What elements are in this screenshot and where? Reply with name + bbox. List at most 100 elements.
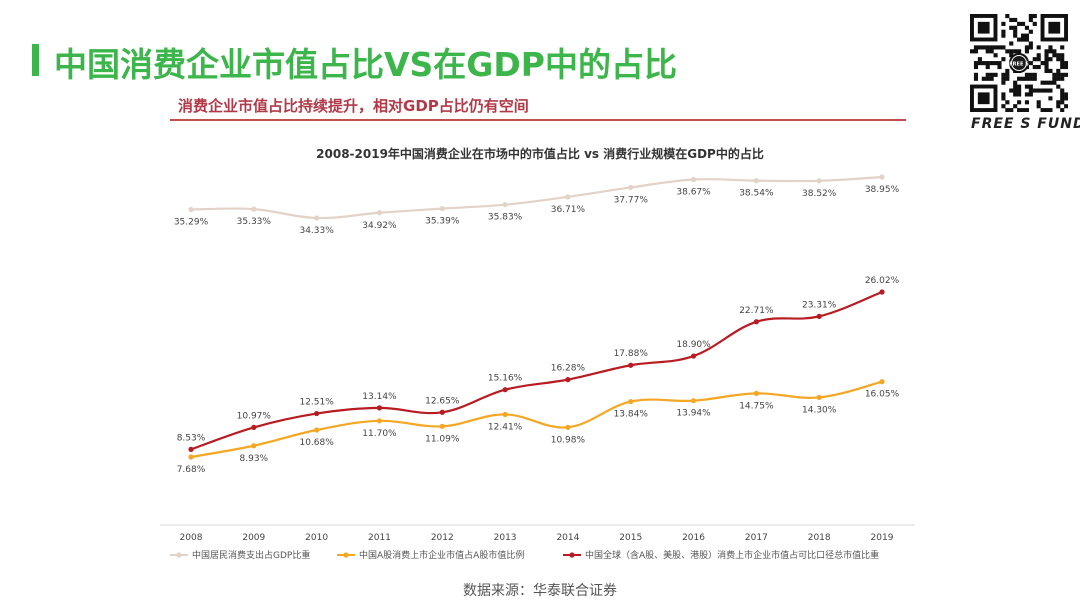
legend-label-0: 中国居民消费支出占GDP比重 [192,549,310,561]
data-label-s2-2008: 8.53% [177,433,206,443]
data-label-s0-2010: 34.33% [299,226,334,236]
data-label-s2-2017: 22.71% [739,306,774,316]
data-point-s2-2008 [188,446,194,452]
data-label-s2-2012: 12.65% [425,396,460,406]
data-label-s2-2010: 12.51% [299,398,334,408]
data-label-s0-2012: 35.39% [425,217,460,227]
data-label-s0-2011: 34.92% [362,221,397,231]
legend-label-1: 中国A股消费上市企业市值占A股市值比例 [359,549,524,561]
data-label-s1-2010: 10.68% [299,438,334,448]
data-point-s0-2017 [753,178,759,184]
title-accent-bar [32,44,39,76]
x-tick-2018: 2018 [808,533,831,543]
data-point-s2-2012 [439,409,445,415]
data-label-s1-2013: 12.41% [488,422,523,432]
data-label-s1-2017: 14.75% [739,401,774,411]
data-point-s1-2010 [314,427,320,433]
data-point-s0-2011 [376,210,383,216]
series-line-1 [190,380,883,459]
data-point-s2-2013 [502,387,508,393]
data-label-s0-2017: 38.54% [739,189,774,199]
x-tick-2011: 2011 [368,533,391,543]
data-label-s1-2008: 7.68% [177,465,206,475]
x-tick-2019: 2019 [871,533,894,543]
page-title: 中国消费企业市值占比VS在GDP中的占比 [54,45,677,84]
x-tick-2008: 2008 [180,533,203,543]
data-point-s0-2013 [502,202,508,208]
data-label-s1-2012: 11.09% [425,434,460,444]
data-label-s0-2016: 38.67% [676,187,711,197]
data-label-s1-2011: 11.70% [362,429,397,439]
data-label-s0-2019: 38.95% [865,185,900,195]
data-label-s1-2014: 10.98% [551,435,586,445]
data-label-s1-2019: 16.05% [865,390,900,400]
x-tick-2014: 2014 [556,533,579,543]
data-point-s0-2015 [628,184,634,191]
qr-badge-text: FREE S [1009,62,1029,68]
x-tick-2016: 2016 [682,533,705,543]
data-point-s2-2015 [628,362,634,368]
data-label-s0-2008: 35.29% [174,217,209,227]
data-point-s2-2009 [251,424,257,431]
data-point-s1-2008 [188,454,194,460]
legend-label-2: 中国全球（含A股、美股、港股）消费上市企业市值占可比口径总市值比重 [585,549,879,561]
data-label-s2-2015: 17.88% [614,349,649,359]
data-point-s1-2019 [879,379,885,385]
data-label-s0-2014: 36.71% [551,205,586,215]
data-label-s2-2011: 13.14% [362,392,397,402]
x-tick-2009: 2009 [242,533,265,543]
data-point-s1-2015 [628,398,634,405]
qr-code: FREE S [970,14,1068,112]
data-point-s2-2019 [879,289,885,295]
legend-marker-1 [343,552,349,558]
data-label-s2-2018: 23.31% [802,300,837,310]
data-point-s2-2016 [690,353,697,359]
data-source: 数据来源：华泰联合证券 [463,583,617,599]
data-label-s2-2019: 26.02% [865,276,900,286]
data-point-s0-2014 [565,194,571,200]
data-point-s2-2014 [565,377,571,383]
data-label-s1-2018: 14.30% [802,405,837,415]
x-tick-2012: 2012 [431,533,454,543]
data-point-s0-2009 [251,206,257,212]
chart-title: 2008-2019年中国消费企业在市场中的市值占比 vs 消费行业规模在GDP中… [316,146,764,161]
data-label-s1-2015: 13.84% [614,410,649,420]
data-label-s0-2018: 38.52% [802,189,837,199]
series-line-2 [190,290,883,451]
data-point-s1-2012 [439,423,445,429]
legend-marker-2 [569,552,575,558]
data-label-s1-2016: 13.94% [676,409,711,419]
x-tick-2017: 2017 [745,533,768,543]
data-point-s0-2016 [690,176,697,183]
data-point-s0-2018 [816,178,822,184]
data-point-s1-2018 [816,394,822,401]
data-label-s2-2013: 15.16% [488,374,523,384]
headline-divider [170,119,906,121]
data-point-s2-2017 [753,319,759,325]
series-line-0 [190,175,883,220]
data-point-s2-2011 [376,405,383,411]
data-label-s2-2014: 16.28% [551,364,586,374]
data-label-s2-2016: 18.90% [676,340,711,350]
data-point-s1-2009 [251,443,257,449]
data-label-s2-2009: 10.97% [237,411,272,421]
chart-panel [155,90,923,572]
data-point-s0-2012 [439,205,445,212]
brand-logo: FREE S FUND [971,116,1080,132]
chart-headline: 消费企业市值占比持续提升，相对GDP占比仍有空间 [178,97,529,115]
data-point-s1-2011 [376,418,383,424]
legend-marker-0 [176,552,182,558]
data-point-s1-2014 [565,424,571,430]
data-point-s2-2010 [314,410,320,417]
data-point-s0-2019 [879,174,885,180]
data-label-s0-2015: 37.77% [614,195,649,205]
x-tick-2013: 2013 [494,533,517,543]
data-point-s1-2017 [753,390,759,396]
data-point-s1-2016 [690,398,697,404]
data-label-s1-2009: 8.93% [240,454,269,464]
x-tick-2010: 2010 [305,533,328,543]
data-label-s0-2013: 35.83% [488,213,523,223]
data-point-s0-2008 [188,206,194,213]
x-tick-2015: 2015 [619,533,642,543]
